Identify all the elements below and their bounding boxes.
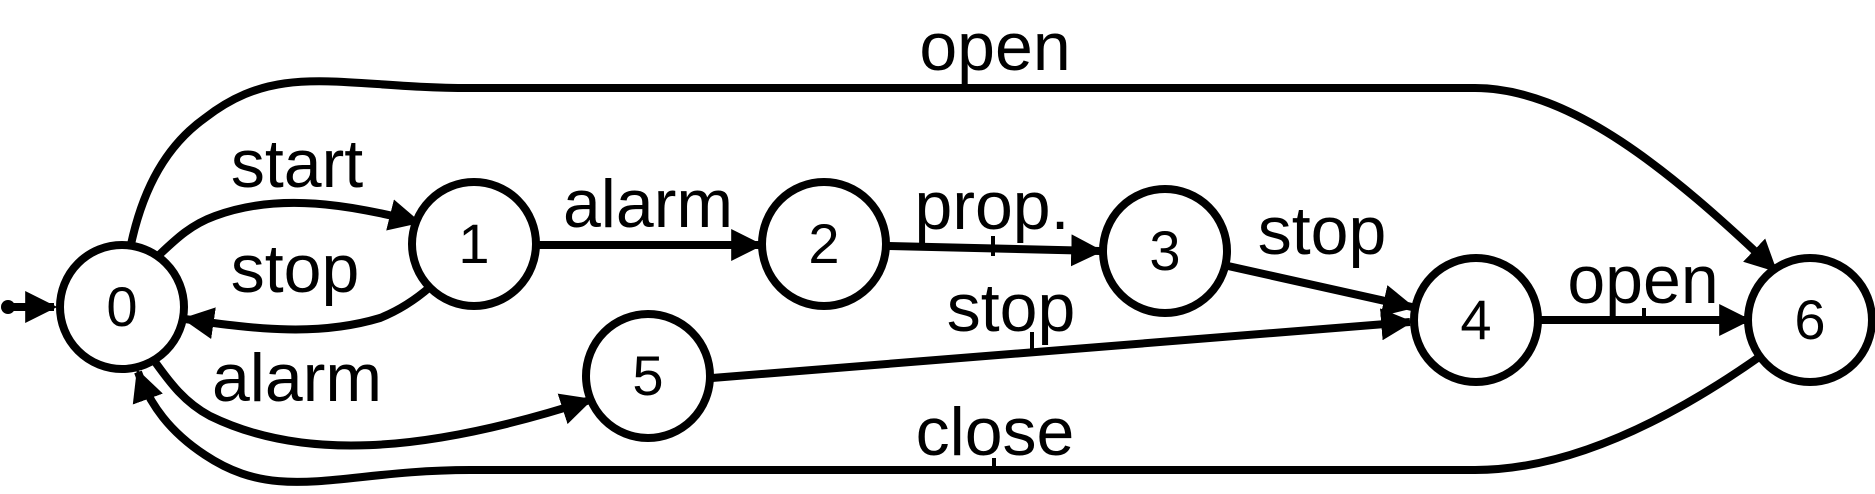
state-2: 2 [758,178,890,310]
edge-5-to-4-stop [711,308,1414,382]
initial-state-arrow [1,291,58,323]
edge-label-alarm-0-5: alarm [212,340,382,416]
state-5: 5 [582,310,714,442]
edge-label-stop-5-4: stop [947,270,1076,346]
edge-1-to-0-stop [181,283,433,340]
state-4-label: 4 [1460,288,1491,351]
state-3: 3 [1099,185,1231,317]
edge-3-to-4-stop [1227,262,1416,317]
edge-label-stop-1-0: stop [231,231,360,307]
edge-label-alarm-1-2: alarm [563,166,733,242]
state-0: 0 [56,241,188,373]
edge-0-to-1-start [155,198,422,259]
edge-0-to-5-alarm [146,352,594,450]
edge-label-open-4-6: open [1567,242,1718,318]
state-2-label: 2 [808,212,839,275]
state-5-label: 5 [632,344,663,407]
state-1-label: 1 [458,212,489,275]
state-3-label: 3 [1149,219,1180,282]
state-1: 1 [408,178,540,310]
edge-label-stop-3-4: stop [1258,193,1387,269]
state-6-label: 6 [1794,288,1825,351]
edge-label-start: start [231,126,363,202]
edge-label-prop: prop. [915,168,1070,244]
edge-label-close: close [916,394,1075,470]
edge-0-to-6-open [126,77,1778,273]
edge-6-to-0-close [132,351,1765,486]
state-0-label: 0 [106,275,137,338]
state-6: 6 [1744,254,1875,386]
state-4: 4 [1410,254,1542,386]
edge-label-open-0-6: open [919,9,1070,85]
